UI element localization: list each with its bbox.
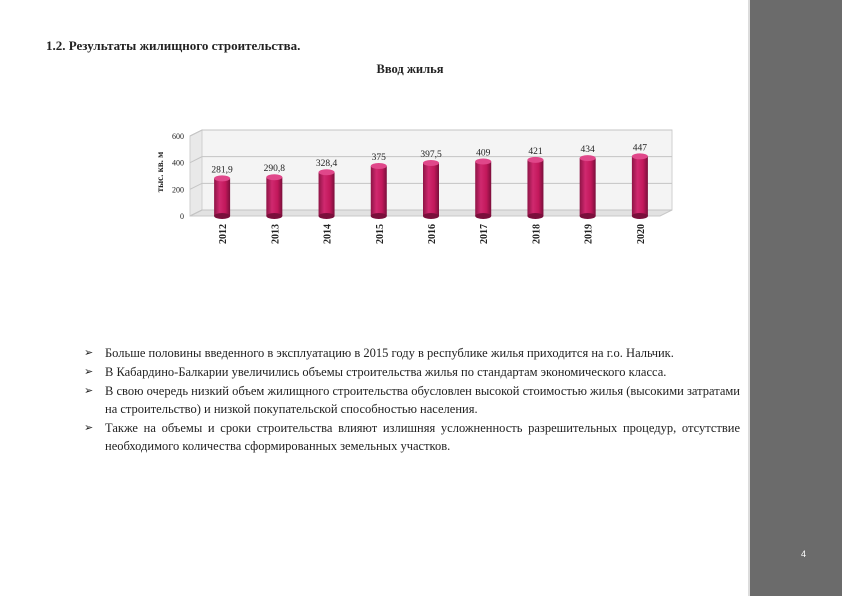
y-tick-label: 200 <box>172 185 184 194</box>
bar-chart: 0 200 400 600 тыс. кв. м 281,9 2012 290,8 2013 32… <box>155 129 673 244</box>
bar <box>214 175 231 219</box>
bar-bottom <box>318 213 335 219</box>
bullet-item: ➢ В Кабардино-Балкарии увеличились объемы… <box>84 363 740 381</box>
data-label: 290,8 <box>264 164 286 174</box>
bar-body <box>527 159 544 216</box>
bar <box>266 174 283 219</box>
x-tick-label: 2013 <box>270 224 281 244</box>
x-tick-label: 2017 <box>479 224 490 244</box>
bar-body <box>370 166 387 216</box>
arrow-bullet-icon: ➢ <box>84 421 94 434</box>
data-label: 328,4 <box>316 159 338 169</box>
bullet-item: ➢ Также на объемы и сроки строительства в… <box>84 419 740 455</box>
x-tick-label: 2016 <box>427 224 438 244</box>
bar <box>579 155 596 219</box>
gridline <box>189 209 672 217</box>
arrow-bullet-icon: ➢ <box>84 365 94 378</box>
bar-top <box>266 174 283 181</box>
bar <box>318 169 335 219</box>
chart-title: Ввод жилья <box>376 62 444 76</box>
x-tick-label: 2015 <box>375 224 386 244</box>
bar-bottom <box>527 213 544 219</box>
x-tick-label: 2014 <box>323 224 334 244</box>
bullet-item: ➢ В свою очередь низкий объем жилищного с… <box>84 382 740 418</box>
bar-top <box>370 163 387 169</box>
y-tick-label: 0 <box>180 212 184 221</box>
bullet-item: ➢ Больше половины введенного в эксплуатац… <box>84 344 740 362</box>
bar-body <box>631 156 648 216</box>
bar-bottom <box>631 213 648 219</box>
decorative-sidebar <box>748 0 842 596</box>
bar-body <box>214 178 231 216</box>
x-tick-label: 2019 <box>584 224 595 244</box>
y-axis-label: тыс. кв. м <box>155 152 165 193</box>
bar-top <box>475 158 492 165</box>
gridline <box>189 129 672 137</box>
bullet-text: Также на объемы и сроки строительства вл… <box>105 421 740 453</box>
x-tick-label: 2020 <box>636 224 647 244</box>
bullet-text: Больше половины введенного в эксплуатаци… <box>105 346 674 360</box>
sidebar-divider <box>748 0 750 596</box>
x-tick-label: 2012 <box>218 224 229 244</box>
bar-bottom <box>475 213 492 219</box>
bar-top <box>318 169 335 176</box>
bar <box>631 153 648 219</box>
bullet-text: В свою очередь низкий объем жилищного ст… <box>105 384 740 416</box>
bar-bottom <box>370 213 387 219</box>
bullet-list: ➢ Больше половины введенного в эксплуатац… <box>84 344 740 456</box>
bullet-text: В Кабардино-Балкарии увеличились объемы … <box>105 365 667 379</box>
y-tick-label: 400 <box>172 159 184 168</box>
data-label: 434 <box>581 145 596 155</box>
arrow-bullet-icon: ➢ <box>84 346 94 359</box>
bar-top <box>214 175 231 182</box>
bar-bottom <box>423 213 439 219</box>
y-tick-label: 600 <box>172 132 184 141</box>
page-number: 4 <box>801 549 807 559</box>
bar-top <box>527 156 544 163</box>
data-label: 281,9 <box>211 165 233 175</box>
gridline <box>189 182 672 190</box>
bar-body <box>475 161 492 216</box>
bar <box>475 158 492 219</box>
bar-body <box>423 163 439 216</box>
bar-bottom <box>266 213 283 219</box>
bar-top <box>631 153 648 160</box>
bar-top <box>423 160 439 166</box>
data-label: 375 <box>372 153 387 163</box>
bar <box>370 163 387 219</box>
x-tick-label: 2018 <box>531 224 542 244</box>
data-label: 397,5 <box>420 150 442 160</box>
chart-side-wall <box>189 129 203 217</box>
arrow-bullet-icon: ➢ <box>84 384 94 397</box>
data-label: 447 <box>633 143 648 153</box>
data-label: 409 <box>476 148 491 158</box>
bar-top <box>579 155 596 162</box>
bar-body <box>266 177 283 216</box>
section-title: 1.2. Результаты жилищного строительства. <box>46 38 301 53</box>
bar-body <box>579 158 596 216</box>
bar <box>527 156 544 219</box>
data-label: 421 <box>528 147 543 157</box>
bar <box>423 160 439 219</box>
bar-bottom <box>214 213 231 219</box>
bar-body <box>318 172 335 216</box>
gridline <box>189 156 672 164</box>
bar-bottom <box>579 213 596 219</box>
